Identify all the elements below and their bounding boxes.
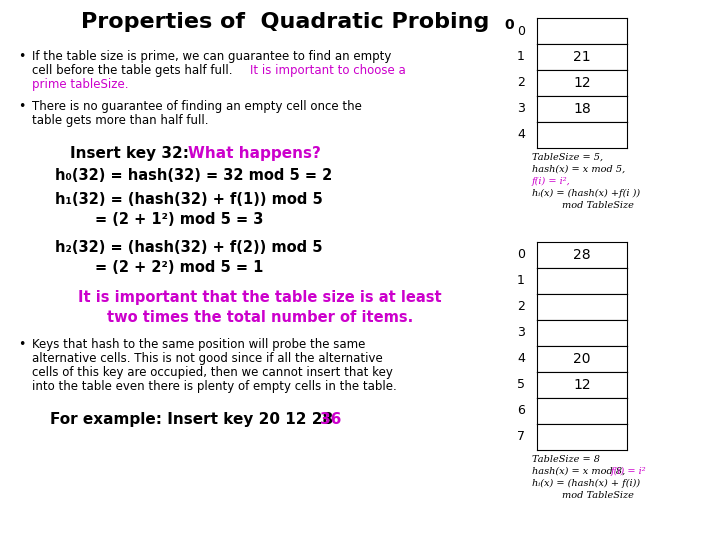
Text: 18: 18 [573, 102, 591, 116]
Text: There is no guarantee of finding an empty cell once the: There is no guarantee of finding an empt… [32, 100, 362, 113]
Text: = (2 + 1²) mod 5 = 3: = (2 + 1²) mod 5 = 3 [95, 212, 264, 227]
Text: hash(x) = x mod 5,: hash(x) = x mod 5, [532, 165, 625, 174]
Text: 1: 1 [517, 274, 525, 287]
Text: prime tableSize.: prime tableSize. [32, 78, 128, 91]
Text: For example: Insert key 20 12 28: For example: Insert key 20 12 28 [50, 412, 338, 427]
Text: 21: 21 [573, 50, 591, 64]
Text: 2: 2 [517, 300, 525, 314]
Text: •: • [18, 338, 25, 351]
Text: 3: 3 [517, 103, 525, 116]
Text: Properties of  Quadratic Probing: Properties of Quadratic Probing [81, 12, 489, 32]
Text: h₁(32) = (hash(32) + f(1)) mod 5: h₁(32) = (hash(32) + f(1)) mod 5 [55, 192, 323, 207]
Text: •: • [18, 100, 25, 113]
Text: If the table size is prime, we can guarantee to find an empty: If the table size is prime, we can guara… [32, 50, 392, 63]
Text: 2: 2 [517, 77, 525, 90]
Text: table gets more than half full.: table gets more than half full. [32, 114, 209, 127]
Text: hᵢ(x) = (hash(x) +f(i )): hᵢ(x) = (hash(x) +f(i )) [532, 189, 640, 198]
Text: 28: 28 [573, 248, 591, 262]
Text: h₂(32) = (hash(32) + f(2)) mod 5: h₂(32) = (hash(32) + f(2)) mod 5 [55, 240, 323, 255]
Text: cell before the table gets half full.: cell before the table gets half full. [32, 64, 236, 77]
Text: hash(x) = x mod 8,: hash(x) = x mod 8, [532, 467, 629, 476]
Text: into the table even there is plenty of empty cells in the table.: into the table even there is plenty of e… [32, 380, 397, 393]
Text: 6: 6 [517, 404, 525, 417]
Text: h₀(32) = hash(32) = 32 mod 5 = 2: h₀(32) = hash(32) = 32 mod 5 = 2 [55, 168, 332, 183]
Text: •: • [18, 50, 25, 63]
Text: 12: 12 [573, 76, 591, 90]
Text: It is important to choose a: It is important to choose a [250, 64, 406, 77]
Text: 0: 0 [517, 248, 525, 261]
Text: It is important that the table size is at least: It is important that the table size is a… [78, 290, 442, 305]
Text: 36: 36 [320, 412, 341, 427]
Text: alternative cells. This is not good since if all the alternative: alternative cells. This is not good sinc… [32, 352, 383, 365]
Text: 3: 3 [517, 327, 525, 340]
Text: 5: 5 [517, 379, 525, 392]
Text: Keys that hash to the same position will probe the same: Keys that hash to the same position will… [32, 338, 365, 351]
Text: 20: 20 [573, 352, 590, 366]
Text: 4: 4 [517, 129, 525, 141]
Text: 1: 1 [517, 51, 525, 64]
Text: 0: 0 [504, 18, 513, 32]
Text: 0: 0 [517, 24, 525, 37]
Text: two times the total number of items.: two times the total number of items. [107, 310, 413, 325]
Text: TableSize = 5,: TableSize = 5, [532, 153, 603, 162]
Text: Insert key 32:: Insert key 32: [70, 146, 194, 161]
Text: f(i) = i²: f(i) = i² [611, 467, 647, 476]
Text: = (2 + 2²) mod 5 = 1: = (2 + 2²) mod 5 = 1 [95, 260, 264, 275]
Text: 4: 4 [517, 353, 525, 366]
Text: hᵢ(x) = (hash(x) + f(i)): hᵢ(x) = (hash(x) + f(i)) [532, 479, 640, 488]
Text: TableSize = 8: TableSize = 8 [532, 455, 600, 464]
Text: 7: 7 [517, 430, 525, 443]
Text: 12: 12 [573, 378, 591, 392]
Text: f(i) = i²,: f(i) = i², [532, 177, 571, 186]
Text: What happens?: What happens? [188, 146, 321, 161]
Text: mod TableSize: mod TableSize [562, 201, 634, 210]
Text: mod TableSize: mod TableSize [562, 491, 634, 500]
Text: cells of this key are occupied, then we cannot insert that key: cells of this key are occupied, then we … [32, 366, 393, 379]
